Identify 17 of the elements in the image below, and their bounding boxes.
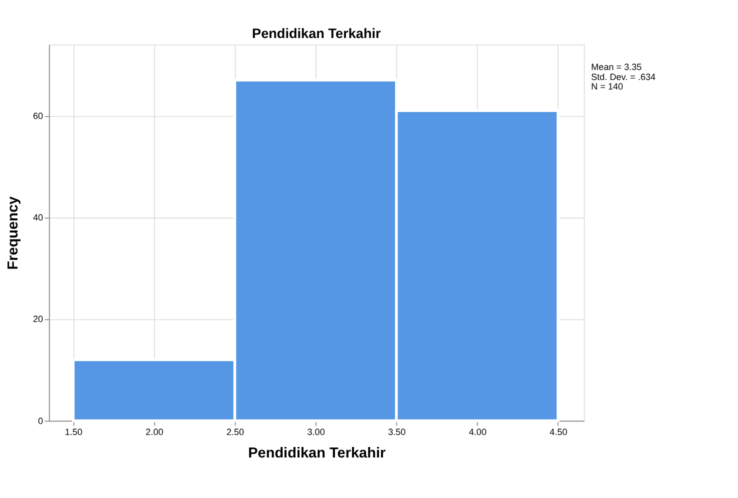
x-tick-label: 2.50 [226, 426, 244, 437]
x-axis-title: Pendidikan Terkahir [248, 445, 386, 462]
x-tick-label: 2.00 [146, 426, 164, 437]
y-tick-label: 20 [32, 314, 44, 324]
y-tick-label: 40 [32, 212, 44, 223]
y-tick-label: 0 [38, 416, 44, 426]
x-tick-label: 4.00 [468, 426, 486, 437]
text: Std. Dev. = .634 [591, 72, 656, 82]
x-tick-label: 3.50 [388, 426, 406, 437]
chart-title: Pendidikan Terkahir [252, 26, 382, 42]
y-axis-title: Frequency [6, 196, 22, 270]
y-tick-label: 60 [32, 110, 44, 121]
text: Mean = 3.35 [591, 62, 642, 72]
x-tick-label: 3.00 [307, 426, 325, 437]
text: N = 140 [591, 82, 624, 92]
x-tick-label: 4.50 [550, 426, 568, 437]
x-tick-label: 1.50 [64, 426, 82, 437]
